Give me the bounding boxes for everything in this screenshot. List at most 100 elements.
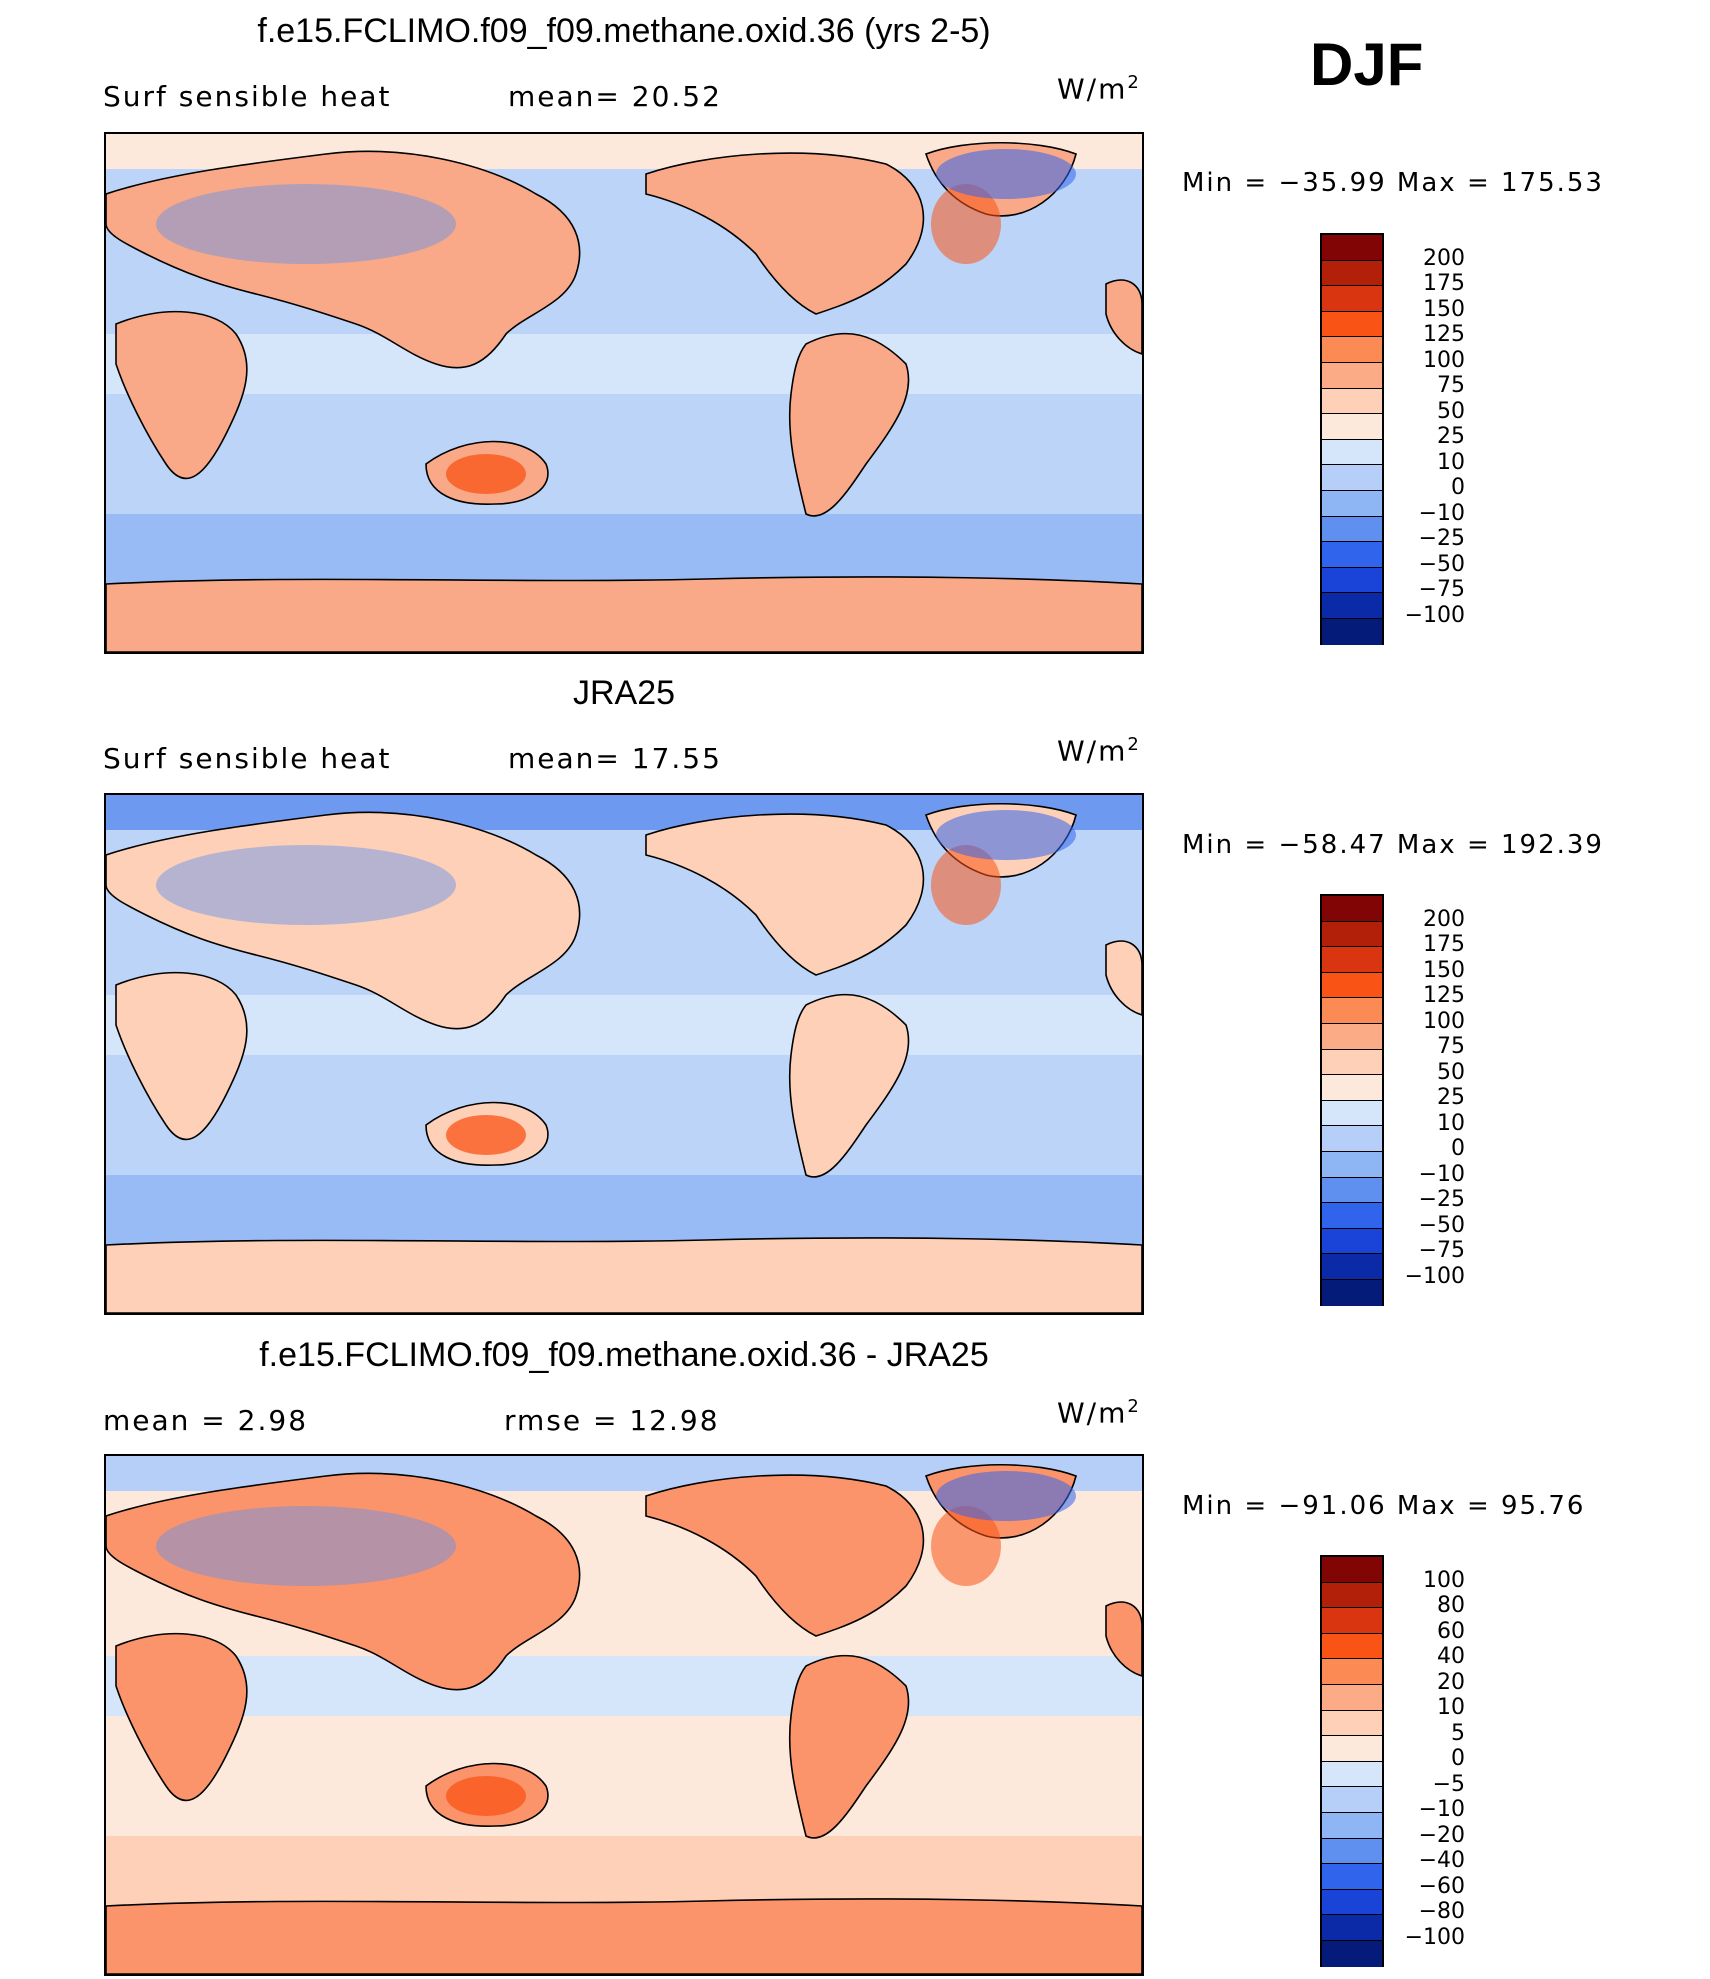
- colorbar-label: 175: [1423, 271, 1465, 296]
- colorbar-swatch: [1322, 1787, 1382, 1813]
- colorbar-label: −50: [1418, 1212, 1465, 1238]
- colorbar-label: 100: [1423, 1567, 1465, 1593]
- panel-2-map: [104, 793, 1144, 1315]
- coastline: [115, 971, 248, 1141]
- coastline: [788, 993, 910, 1178]
- panel-1-minmax: Min = −35.99 Max = 175.53: [1182, 168, 1604, 198]
- panel-2-units: W/m2: [1057, 734, 1141, 768]
- colorbar-swatch: [1322, 1736, 1382, 1762]
- colorbar-swatch: [1322, 1915, 1382, 1941]
- colorbar-label: −100: [1404, 1924, 1465, 1950]
- colorbar-swatch: [1322, 1075, 1382, 1101]
- coldspot: [156, 1506, 456, 1586]
- coastline: [106, 150, 581, 369]
- ocean-band: [106, 1656, 1142, 1716]
- colorbar-label: 0: [1451, 475, 1465, 500]
- colorbar-label: 200: [1423, 906, 1465, 932]
- colorbar-label: −100: [1404, 1263, 1465, 1289]
- colorbar-swatch: [1322, 998, 1382, 1024]
- colorbar-swatch: [1322, 1889, 1382, 1916]
- coastline: [115, 1632, 248, 1802]
- panel-2-variable-label: Surf sensible heat: [103, 742, 392, 775]
- panel-3-colorbar-labels: 100 80 60 40 20 10 5 0 −5 −10 −20 −40 −60 −80 −100: [1395, 1555, 1465, 1967]
- hotspot: [931, 1506, 1001, 1586]
- colorbar-swatch: [1322, 972, 1382, 999]
- colorbar-label: −10: [1418, 1161, 1465, 1187]
- coastline: [1105, 1601, 1142, 1677]
- colorbar-swatch: [1322, 1812, 1382, 1839]
- coldspot: [156, 845, 456, 925]
- colorbar-label: −25: [1418, 1187, 1465, 1212]
- panel-3-units: W/m2: [1057, 1396, 1141, 1430]
- panel-2-minmax: Min = −58.47 Max = 192.39: [1182, 830, 1604, 860]
- ocean-band: [106, 1175, 1142, 1245]
- colorbar-label: −10: [1418, 1797, 1465, 1822]
- colorbar-swatch: [1322, 618, 1382, 645]
- panel-1-variable-label: Surf sensible heat: [103, 80, 392, 113]
- colorbar-swatch: [1322, 1761, 1382, 1788]
- colorbar-label: 75: [1437, 373, 1465, 398]
- colorbar-swatch: [1322, 896, 1382, 922]
- panel-2-colorbar-labels: 200 175 150 125 100 75 50 25 10 0 −10 −25 −50 −75 −100: [1395, 894, 1465, 1306]
- colorbar-label: 40: [1437, 1644, 1465, 1669]
- coastline: [788, 332, 910, 517]
- colorbar-label: −75: [1418, 1238, 1465, 1263]
- panel-1-mean-label: mean= 20.52: [508, 80, 722, 113]
- colorbar-label: 5: [1451, 1720, 1465, 1746]
- ocean-band: [106, 514, 1142, 584]
- colorbar-label: 125: [1423, 983, 1465, 1008]
- colorbar-label: 100: [1423, 347, 1465, 373]
- colorbar-swatch: [1322, 311, 1382, 338]
- colorbar-label: 10: [1437, 449, 1465, 475]
- colorbar-swatch: [1322, 465, 1382, 491]
- colorbar-label: 125: [1423, 322, 1465, 347]
- coastline: [788, 1654, 910, 1839]
- colorbar-swatch: [1322, 1023, 1382, 1050]
- colorbar-label: 100: [1423, 1008, 1465, 1034]
- colorbar-swatch: [1322, 921, 1382, 948]
- hotspot: [446, 1776, 526, 1816]
- colorbar-label: 25: [1437, 1085, 1465, 1110]
- panel-2-colorbar: [1320, 894, 1384, 1306]
- colorbar-label: 0: [1451, 1746, 1465, 1771]
- panel-3-mean-label: mean = 2.98: [103, 1404, 309, 1437]
- colorbar-swatch: [1322, 1100, 1382, 1127]
- colorbar-swatch: [1322, 490, 1382, 517]
- coldspot: [936, 1471, 1076, 1521]
- panel-1-units: W/m2: [1057, 72, 1141, 106]
- colorbar-swatch: [1322, 337, 1382, 363]
- coastline: [645, 1474, 925, 1637]
- panel-2-title: JRA25: [572, 674, 676, 712]
- colorbar-swatch: [1322, 593, 1382, 619]
- colorbar-swatch: [1322, 1608, 1382, 1634]
- colorbar-swatch: [1322, 286, 1382, 312]
- coldspot: [936, 149, 1076, 199]
- colorbar-label: 60: [1437, 1618, 1465, 1644]
- colorbar-swatch: [1322, 439, 1382, 466]
- coastline: [106, 1898, 1142, 1974]
- ocean-band: [106, 995, 1142, 1055]
- coastline: [645, 152, 925, 315]
- colorbar-label: −5: [1432, 1771, 1465, 1797]
- coastline: [1105, 279, 1142, 355]
- colorbar-swatch: [1322, 1228, 1382, 1255]
- colorbar-label: 200: [1423, 245, 1465, 271]
- colorbar-swatch: [1322, 1710, 1382, 1737]
- colorbar-swatch: [1322, 1940, 1382, 1967]
- colorbar-swatch: [1322, 1254, 1382, 1280]
- coastline: [106, 576, 1142, 652]
- colorbar-label: 80: [1437, 1593, 1465, 1618]
- colorbar-label: 50: [1437, 1059, 1465, 1085]
- coastline: [645, 813, 925, 976]
- colorbar-swatch: [1322, 1838, 1382, 1865]
- colorbar-label: −25: [1418, 526, 1465, 551]
- colorbar-swatch: [1322, 1864, 1382, 1890]
- panel-3-rmse-label: rmse = 12.98: [504, 1404, 720, 1437]
- colorbar-swatch: [1322, 388, 1382, 415]
- panel-1-map: [104, 132, 1144, 654]
- colorbar-label: −75: [1418, 577, 1465, 602]
- hotspot: [446, 454, 526, 494]
- colorbar-label: −20: [1418, 1822, 1465, 1848]
- colorbar-label: 25: [1437, 424, 1465, 449]
- colorbar-label: −60: [1418, 1873, 1465, 1899]
